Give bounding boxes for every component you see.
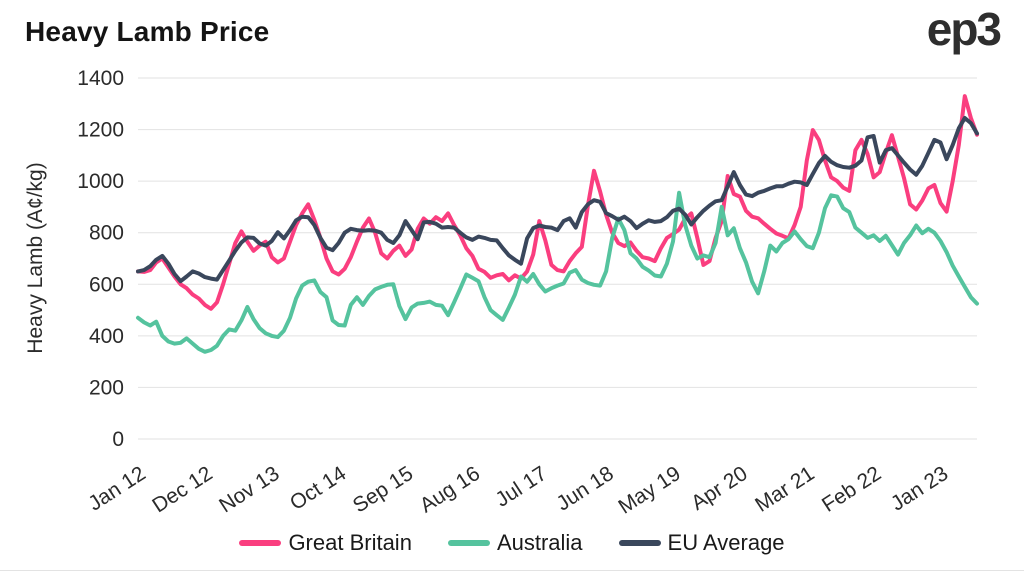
australia-line-swatch: [447, 540, 490, 546]
x-tick-label: Apr 20: [687, 462, 751, 515]
eu-average-line-swatch: [618, 540, 661, 546]
legend-item-australia: Australia: [447, 530, 583, 556]
page-title: Heavy Lamb Price: [25, 16, 270, 47]
x-tick-label: Jul 17: [491, 462, 551, 512]
y-tick-label: 400: [89, 325, 124, 348]
y-tick-label: 1000: [77, 170, 124, 193]
x-tick-label: Jun 18: [552, 462, 617, 516]
y-tick-label: 600: [89, 273, 124, 296]
series-line-eu-average: [136, 116, 979, 284]
x-tick-label: Dec 12: [148, 462, 216, 518]
ep3-logo: ep3: [926, 3, 1002, 55]
y-tick-label: 200: [89, 376, 124, 399]
y-tick-label: 800: [89, 222, 124, 245]
y-tick-label: 0: [112, 428, 124, 451]
x-tick-label: Jan 23: [887, 462, 952, 516]
legend-label: EU Average: [667, 530, 785, 555]
series-line-australia: [136, 190, 979, 354]
series-line-great-britain: [136, 94, 979, 311]
bottom-divider: [0, 570, 1024, 571]
chart-legend: Great Britain Australia EU Average: [0, 522, 1024, 564]
y-tick-label: 1400: [77, 67, 124, 90]
x-tick-label: Mar 21: [751, 462, 818, 517]
x-tick-label: May 19: [614, 462, 684, 519]
x-tick-label: Sep 15: [349, 462, 417, 518]
x-tick-label: Aug 16: [416, 462, 484, 518]
x-tick-label: Jan 12: [84, 462, 149, 516]
x-tick-label: Nov 13: [215, 462, 283, 518]
legend-item-eu-average: EU Average: [618, 530, 785, 556]
x-tick-label: Oct 14: [286, 462, 351, 515]
x-tick-label: Feb 22: [818, 462, 885, 517]
legend-label: Great Britain: [288, 530, 412, 555]
y-axis-title: Heavy Lamb (A¢/kg): [24, 162, 47, 353]
legend-item-great-britain: Great Britain: [239, 530, 412, 556]
great-britain-line-swatch: [239, 540, 282, 546]
y-tick-label: 1200: [77, 119, 124, 142]
legend-label: Australia: [496, 530, 583, 555]
